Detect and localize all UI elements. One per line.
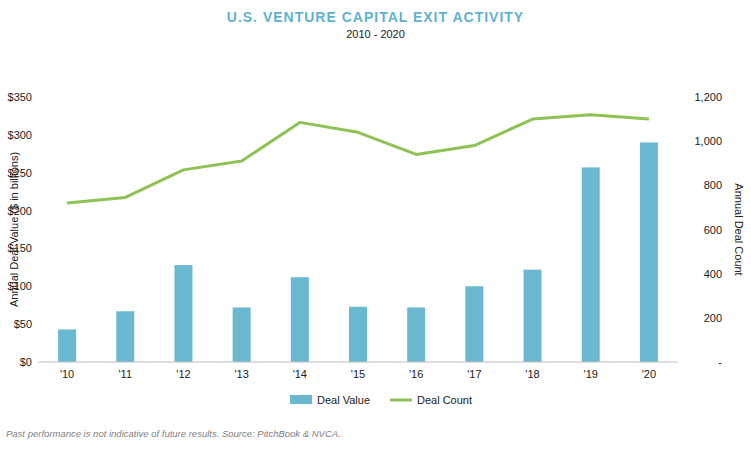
y2-tick <box>678 273 681 274</box>
y-tick <box>35 97 38 98</box>
chart: U.S. VENTURE CAPITAL EXIT ACTIVITY 2010 -… <box>0 0 751 451</box>
legend: Deal Value Deal Count <box>290 394 472 406</box>
y-tick <box>35 134 38 135</box>
y-tick <box>35 324 38 325</box>
y2-axis-title: Annual Deal Count <box>733 183 745 275</box>
x-tick-label: '14 <box>293 368 307 380</box>
chart-svg: U.S. VENTURE CAPITAL EXIT ACTIVITY 2010 -… <box>0 0 751 451</box>
bar <box>465 286 483 362</box>
bar <box>233 307 251 362</box>
bar <box>58 329 76 362</box>
bar <box>116 311 134 362</box>
x-tick-label: '16 <box>409 368 423 380</box>
y-tick-label: $150 <box>8 242 32 254</box>
footnote: Past performance is not indicative of fu… <box>6 428 341 439</box>
bar <box>291 277 309 362</box>
y-tick-label: $100 <box>8 280 32 292</box>
marks <box>58 115 658 362</box>
y2-tick-label: 800 <box>704 179 722 191</box>
y2-tick <box>678 97 681 98</box>
bar <box>407 307 425 362</box>
legend-swatch <box>290 395 312 404</box>
y2-tick <box>678 362 681 363</box>
y-tick <box>35 286 38 287</box>
y2-tick <box>678 229 681 230</box>
x-axis-line <box>38 362 678 363</box>
bar <box>582 167 600 362</box>
y-tick-label: $50 <box>14 318 32 330</box>
y-tick-label: $300 <box>8 129 32 141</box>
y2-tick-label: - <box>718 356 722 368</box>
bar <box>640 142 658 362</box>
y-tick <box>35 362 38 363</box>
y-tick <box>35 248 38 249</box>
y2-tick-label: 200 <box>704 312 722 324</box>
legend-swatch <box>390 399 412 402</box>
y-tick-label: $0 <box>20 356 32 368</box>
x-tick-label: '12 <box>176 368 190 380</box>
y-tick <box>35 210 38 211</box>
x-tick-label: '13 <box>234 368 248 380</box>
x-tick-label: '19 <box>584 368 598 380</box>
y-tick <box>35 172 38 173</box>
bar <box>349 307 367 362</box>
x-tick-label: '17 <box>467 368 481 380</box>
y2-tick <box>678 185 681 186</box>
y2-tick-label: 1,200 <box>694 91 722 103</box>
legend-label: Deal Count <box>417 394 472 406</box>
x-tick-label: '11 <box>119 368 133 380</box>
y2-tick <box>678 141 681 142</box>
bar <box>174 265 192 362</box>
x-tick-label: '18 <box>525 368 539 380</box>
x-tick-label: '10 <box>60 368 74 380</box>
x-tick-label: '20 <box>642 368 656 380</box>
line <box>67 115 649 203</box>
legend-label: Deal Value <box>317 394 370 406</box>
bar <box>524 270 542 362</box>
y-tick-label: $350 <box>8 91 32 103</box>
y2-tick-label: 600 <box>704 224 722 236</box>
subtitle: 2010 - 2020 <box>346 28 405 40</box>
y2-tick <box>678 317 681 318</box>
title: U.S. VENTURE CAPITAL EXIT ACTIVITY <box>227 9 524 25</box>
y-tick-label: $250 <box>8 167 32 179</box>
y2-tick-label: 1,000 <box>694 135 722 147</box>
y-tick-label: $200 <box>8 205 32 217</box>
x-tick-label: '15 <box>351 368 365 380</box>
y2-tick-label: 400 <box>704 268 722 280</box>
